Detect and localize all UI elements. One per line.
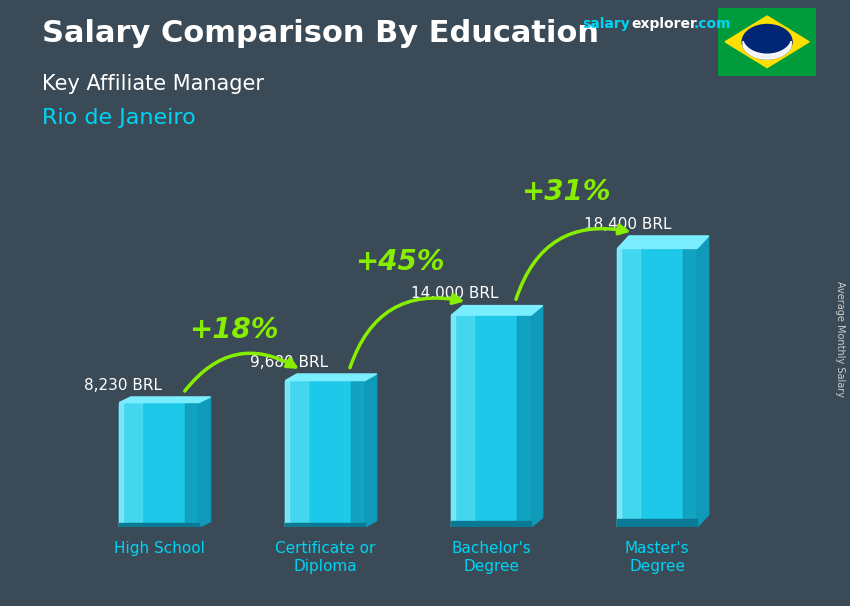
Bar — [119, 524, 199, 527]
Bar — [617, 248, 640, 527]
Bar — [451, 315, 456, 527]
Polygon shape — [365, 374, 377, 527]
Polygon shape — [286, 374, 377, 381]
Text: +45%: +45% — [355, 248, 445, 276]
Text: +18%: +18% — [189, 316, 279, 344]
Bar — [617, 519, 697, 527]
Text: Rio de Janeiro: Rio de Janeiro — [42, 108, 196, 128]
Text: 14,000 BRL: 14,000 BRL — [411, 286, 498, 301]
Bar — [351, 381, 365, 527]
Text: 8,230 BRL: 8,230 BRL — [83, 378, 162, 393]
Polygon shape — [697, 236, 709, 527]
Bar — [617, 248, 621, 527]
Polygon shape — [743, 41, 791, 59]
Text: explorer: explorer — [632, 17, 697, 31]
Polygon shape — [725, 16, 809, 68]
Bar — [119, 402, 142, 527]
Text: Key Affiliate Manager: Key Affiliate Manager — [42, 74, 264, 94]
Text: Salary Comparison By Education: Salary Comparison By Education — [42, 19, 599, 48]
Text: +31%: +31% — [521, 178, 610, 206]
Bar — [119, 402, 199, 527]
Bar — [451, 315, 473, 527]
Bar — [184, 402, 199, 527]
Polygon shape — [119, 397, 211, 402]
Polygon shape — [451, 305, 542, 315]
Circle shape — [742, 24, 792, 59]
Bar — [286, 381, 289, 527]
Bar — [286, 381, 308, 527]
Bar — [451, 521, 531, 527]
Text: .com: .com — [694, 17, 731, 31]
Bar — [517, 315, 531, 527]
Polygon shape — [617, 236, 709, 248]
Bar — [286, 523, 365, 527]
Bar — [617, 248, 697, 527]
Bar — [451, 315, 531, 527]
Text: 9,680 BRL: 9,680 BRL — [250, 355, 328, 370]
Polygon shape — [199, 397, 211, 527]
Polygon shape — [531, 305, 542, 527]
Text: 18,400 BRL: 18,400 BRL — [584, 216, 672, 231]
Bar — [119, 402, 123, 527]
Text: Average Monthly Salary: Average Monthly Salary — [835, 281, 845, 398]
Bar — [286, 381, 365, 527]
Bar — [683, 248, 697, 527]
Text: salary: salary — [582, 17, 630, 31]
